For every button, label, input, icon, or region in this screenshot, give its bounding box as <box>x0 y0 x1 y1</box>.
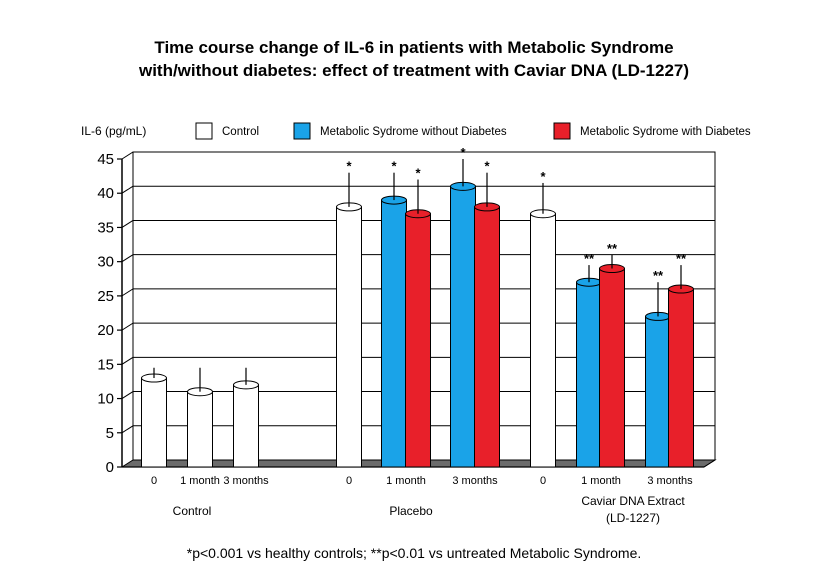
y-tick-label: 45 <box>97 151 114 168</box>
grid-diagonal <box>121 288 134 297</box>
bar <box>381 199 407 468</box>
bar <box>141 377 167 468</box>
x-axis-edge <box>703 459 716 468</box>
group-label: Caviar DNA Extract <box>581 494 685 508</box>
legend-label-with-diabetes: Metabolic Sydrome with Diabetes <box>580 126 751 138</box>
significance-mark: ** <box>607 241 618 256</box>
grid-diagonal <box>121 220 134 228</box>
significance-mark: ** <box>584 251 595 266</box>
y-axis-label: IL-6 (pg/mL) <box>81 124 146 138</box>
y-tick-label: 10 <box>97 391 114 408</box>
significance-mark: ** <box>653 268 664 283</box>
significance-mark: ** <box>676 251 687 266</box>
grid-diagonal <box>121 356 134 365</box>
y-tick-label: 5 <box>106 425 114 442</box>
bar <box>530 213 556 468</box>
bar <box>668 288 694 468</box>
legend-swatch-without-diabetes <box>293 122 311 140</box>
significance-mark: * <box>415 166 421 181</box>
x-tick-label: 3 months <box>647 475 693 487</box>
bar <box>474 206 500 468</box>
y-tick-label: 20 <box>97 322 114 339</box>
x-tick-label: 1 month <box>386 475 426 487</box>
y-tick-label: 0 <box>106 459 114 476</box>
legend-label-control: Control <box>222 126 259 138</box>
significance-mark: * <box>540 169 546 184</box>
bar <box>336 206 362 468</box>
group-label: Placebo <box>389 504 433 518</box>
y-tick-label: 15 <box>97 356 114 373</box>
x-tick-label: 0 <box>540 475 546 487</box>
grid-diagonal <box>121 391 134 399</box>
x-tick-label: 3 months <box>223 475 269 487</box>
x-tick-label: 3 months <box>452 475 498 487</box>
grid-diagonal <box>121 185 134 194</box>
y-tick-label: 30 <box>97 254 114 271</box>
chart-title-line2: with/without diabetes: effect of treatme… <box>138 61 689 80</box>
bar <box>187 391 213 468</box>
x-tick-label: 1 month <box>180 475 220 487</box>
y-tick-label: 35 <box>97 219 114 236</box>
significance-mark: * <box>391 159 397 174</box>
bar <box>233 384 259 468</box>
significance-mark: * <box>460 145 466 160</box>
grid-diagonal <box>121 254 134 263</box>
bar <box>576 281 602 468</box>
group-sublabel: (LD-1227) <box>606 511 660 525</box>
bar <box>450 185 476 468</box>
footnote: *p<0.001 vs healthy controls; **p<0.01 v… <box>187 545 642 561</box>
legend-swatch-control <box>195 122 213 140</box>
bar <box>405 213 431 468</box>
grid-diagonal <box>121 425 134 434</box>
x-tick-label: 0 <box>346 475 352 487</box>
chart-title-line1: Time course change of IL-6 in patients w… <box>154 38 673 57</box>
y-tick-label: 25 <box>97 288 114 305</box>
grid-diagonal <box>121 151 134 160</box>
legend-swatch-with-diabetes <box>553 122 571 140</box>
significance-mark: * <box>484 159 490 174</box>
x-tick-label: 0 <box>151 475 157 487</box>
group-label: Control <box>173 504 212 518</box>
grid-diagonal <box>121 322 134 331</box>
legend-label-without-diabetes: Metabolic Sydrome without Diabetes <box>320 126 507 138</box>
y-tick-label: 40 <box>97 185 114 202</box>
bar <box>645 315 671 468</box>
x-tick-label: 1 month <box>581 475 621 487</box>
significance-mark: * <box>346 159 352 174</box>
bar <box>599 268 625 468</box>
